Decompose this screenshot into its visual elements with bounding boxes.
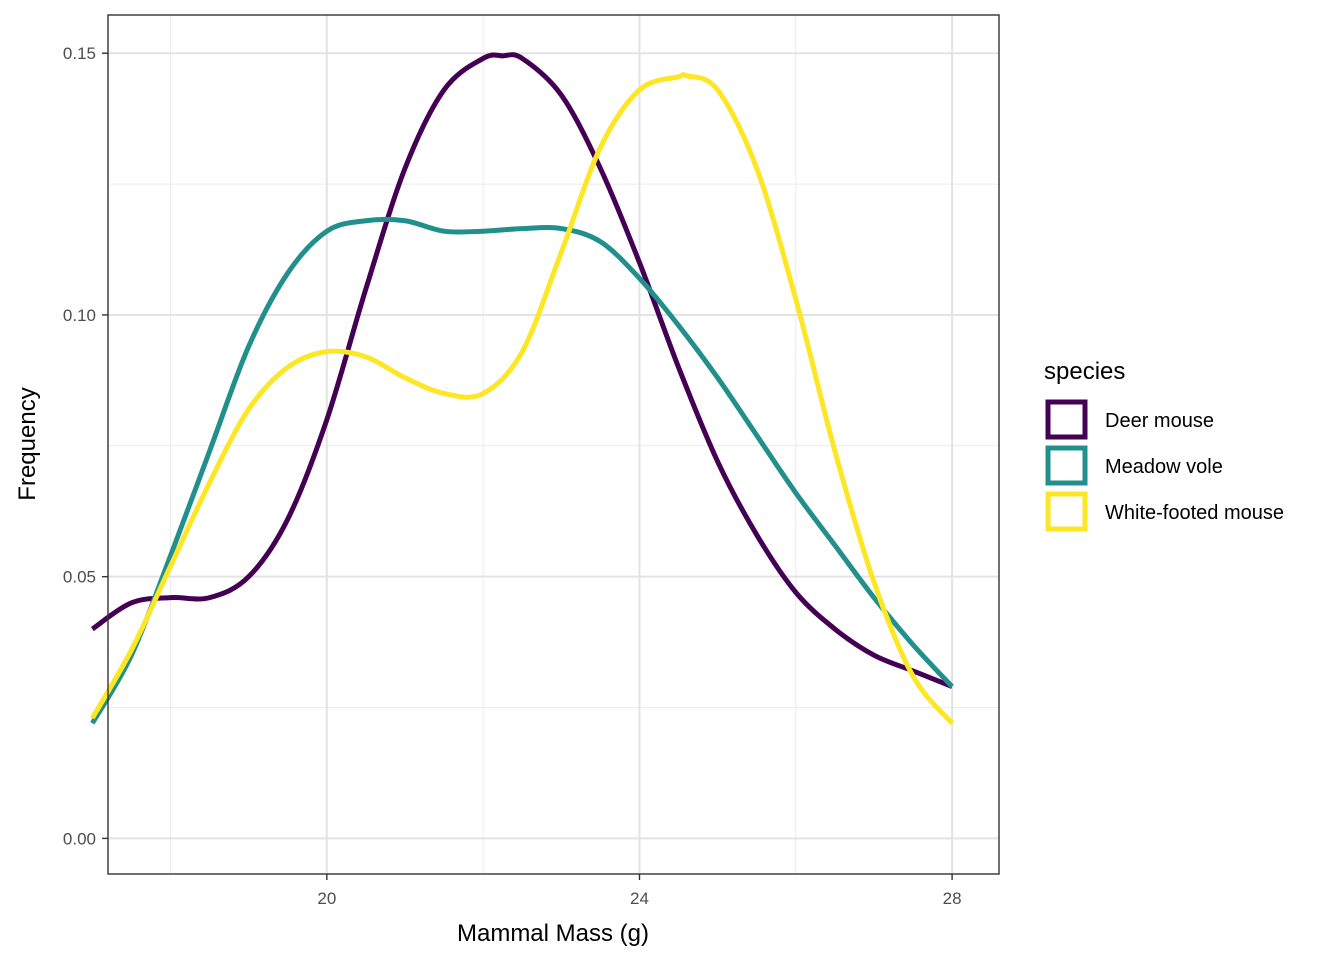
x-axis-title: Mammal Mass (g) (457, 920, 649, 947)
plot-panel-border (107, 14, 1000, 875)
legend-title: species (1044, 358, 1125, 385)
legend: species Deer mouse Meadow vole White-foote… (1044, 358, 1284, 532)
major-gridlines (108, 15, 999, 874)
series-line-white-footed-mouse (90, 71, 955, 725)
y-tick-label: 0.00 (63, 829, 96, 848)
legend-label-deer-mouse: Deer mouse (1105, 410, 1214, 432)
density-lines (90, 52, 955, 725)
legend-label-white-footed-mouse: White-footed mouse (1105, 502, 1284, 524)
y-axis-title: Frequency (14, 387, 41, 500)
y-tick-label: 0.10 (63, 306, 96, 325)
legend-key-deer-mouse (1045, 399, 1088, 440)
x-tick-label: 20 (317, 889, 336, 908)
axis-ticks (102, 52, 953, 880)
legend-label-meadow-vole: Meadow vole (1105, 456, 1223, 478)
series-line-deer-mouse (90, 52, 954, 689)
x-tick-label: 24 (630, 889, 649, 908)
series-line-meadow-vole (90, 216, 954, 725)
y-tick-label: 0.05 (63, 568, 96, 587)
axis-tick-labels: 20 24 28 0.00 0.05 0.10 0.15 (63, 44, 962, 908)
legend-key-meadow-vole (1045, 445, 1088, 486)
y-tick-label: 0.15 (63, 44, 96, 63)
x-tick-label: 28 (943, 889, 962, 908)
minor-gridlines (108, 15, 999, 874)
legend-key-white-footed-mouse (1045, 491, 1088, 532)
